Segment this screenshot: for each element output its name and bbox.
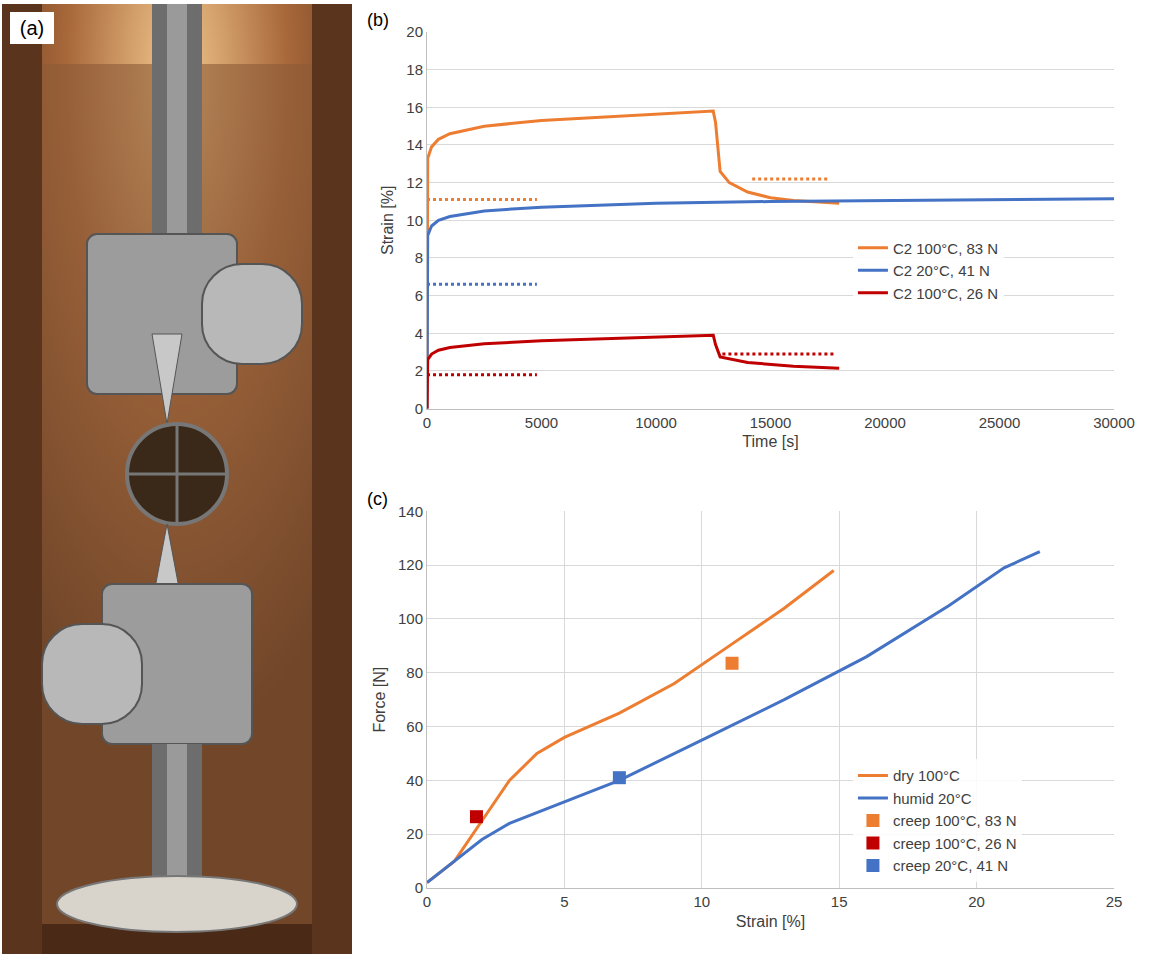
svg-text:C2 100°C, 26 N: C2 100°C, 26 N <box>893 285 998 302</box>
svg-text:8: 8 <box>415 249 423 266</box>
svg-text:10: 10 <box>693 893 710 910</box>
svg-text:4: 4 <box>415 325 423 342</box>
svg-text:20: 20 <box>406 825 423 842</box>
svg-text:25000: 25000 <box>979 414 1021 431</box>
svg-text:10000: 10000 <box>635 414 677 431</box>
svg-text:100: 100 <box>398 610 423 627</box>
svg-text:2: 2 <box>415 362 423 379</box>
svg-text:14: 14 <box>406 136 423 153</box>
svg-text:Force [N]: Force [N] <box>371 667 388 733</box>
svg-text:0: 0 <box>415 400 423 417</box>
svg-text:humid 20°C: humid 20°C <box>893 790 972 807</box>
svg-text:6: 6 <box>415 287 423 304</box>
svg-text:5: 5 <box>560 893 568 910</box>
svg-text:30000: 30000 <box>1093 414 1135 431</box>
svg-text:20: 20 <box>968 893 985 910</box>
svg-text:25: 25 <box>1106 893 1123 910</box>
svg-text:10: 10 <box>406 212 423 229</box>
svg-text:18: 18 <box>406 61 423 78</box>
svg-text:(b): (b) <box>367 10 389 30</box>
svg-text:15000: 15000 <box>750 414 792 431</box>
svg-text:(c): (c) <box>367 489 388 509</box>
svg-text:C2 20°C, 41 N: C2 20°C, 41 N <box>893 262 990 279</box>
svg-text:12: 12 <box>406 174 423 191</box>
svg-text:Strain [%]: Strain [%] <box>736 913 805 930</box>
svg-text:0: 0 <box>415 879 423 896</box>
svg-text:creep 20°C, 41 N: creep 20°C, 41 N <box>893 857 1008 874</box>
svg-text:20000: 20000 <box>864 414 906 431</box>
svg-text:creep 100°C, 26 N: creep 100°C, 26 N <box>893 835 1017 852</box>
svg-text:0: 0 <box>423 893 431 910</box>
svg-text:120: 120 <box>398 556 423 573</box>
svg-text:5000: 5000 <box>525 414 558 431</box>
svg-text:creep 100°C, 83 N: creep 100°C, 83 N <box>893 812 1017 829</box>
svg-text:(a): (a) <box>20 17 44 39</box>
svg-text:20: 20 <box>406 23 423 40</box>
svg-text:80: 80 <box>406 664 423 681</box>
svg-text:Strain [%]: Strain [%] <box>379 186 396 255</box>
svg-text:40: 40 <box>406 772 423 789</box>
svg-text:60: 60 <box>406 718 423 735</box>
svg-text:16: 16 <box>406 99 423 116</box>
svg-text:C2 100°C, 83 N: C2 100°C, 83 N <box>893 240 998 257</box>
svg-text:dry 100°C: dry 100°C <box>893 767 960 784</box>
svg-text:140: 140 <box>398 503 423 520</box>
svg-text:Time [s]: Time [s] <box>742 433 798 450</box>
svg-text:15: 15 <box>831 893 848 910</box>
svg-text:0: 0 <box>423 414 431 431</box>
